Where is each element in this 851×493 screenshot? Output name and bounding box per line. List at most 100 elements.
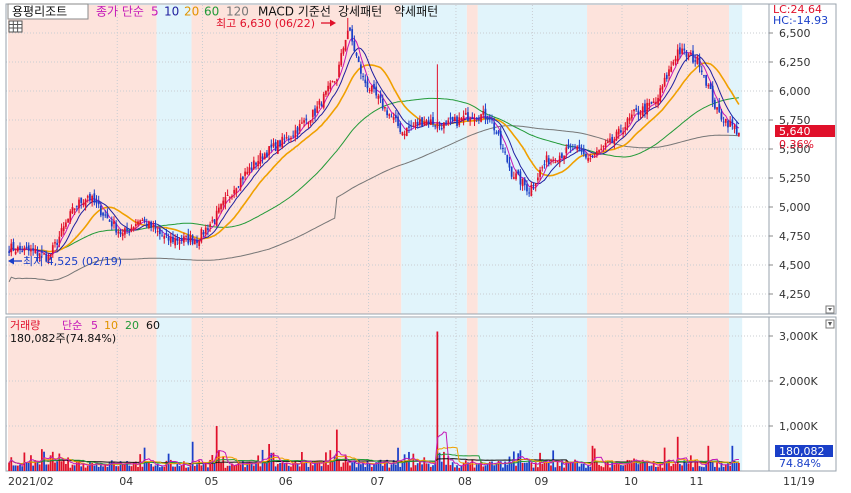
volume-bar <box>80 466 83 471</box>
volume-bar <box>644 462 646 471</box>
volume-bar <box>626 459 629 471</box>
volume-bar <box>596 460 598 471</box>
volume-bar <box>373 463 375 471</box>
candle-body <box>727 120 729 128</box>
stock-name[interactable]: 용평리조트 <box>12 5 67 19</box>
volume-bar <box>257 455 260 471</box>
current-volume: 180,082 <box>779 445 825 458</box>
volume-bar <box>460 465 463 471</box>
price-panel-toggle-icon[interactable] <box>825 305 835 314</box>
candle-body <box>104 214 107 216</box>
candle-body <box>130 227 133 232</box>
volume-panel-toggle-icon[interactable] <box>825 319 835 329</box>
volume-bar <box>97 466 100 471</box>
volume-bar <box>45 464 48 471</box>
volume-bar <box>305 460 308 471</box>
volume-bar <box>499 461 502 471</box>
volume-bar <box>169 459 172 471</box>
volume-bar <box>624 464 627 471</box>
volume-bar <box>687 463 690 471</box>
volume-bar <box>399 466 402 471</box>
candle-body <box>285 136 288 139</box>
candle-body <box>10 243 13 253</box>
volume-tick-label: 1,000K <box>779 420 818 433</box>
x-tick-label: 04 <box>119 475 133 488</box>
candle-body <box>263 153 266 160</box>
ma-label-price: 종가 단순 <box>96 5 144 19</box>
volume-bar <box>473 467 476 471</box>
candle-body <box>139 220 142 225</box>
candle-body <box>209 224 211 228</box>
candle-body <box>711 85 714 103</box>
volume-bar <box>222 456 225 471</box>
candle-body <box>34 249 37 253</box>
candle-body <box>427 120 430 125</box>
candle-body <box>178 241 181 245</box>
candle-body <box>462 115 465 122</box>
volume-legend: 거래량 단순 5 10 20 60 180,082주(74.84%) <box>10 305 835 345</box>
volume-bar <box>403 454 406 471</box>
x-tick-label: 08 <box>458 475 472 488</box>
candle-body <box>414 121 417 127</box>
volume-bar <box>27 462 30 471</box>
volume-bar <box>539 452 541 471</box>
candle-body <box>663 77 666 87</box>
stock-selector[interactable] <box>7 3 89 20</box>
volume-bar <box>145 462 148 471</box>
volume-bar <box>220 462 222 471</box>
candle-body <box>598 150 600 153</box>
candle-body <box>261 156 264 159</box>
candle-body <box>126 228 128 231</box>
volume-bar <box>49 455 52 471</box>
candle-body <box>145 223 148 227</box>
candle-body <box>600 148 603 151</box>
volume-bar <box>705 462 708 471</box>
candle-body <box>307 123 310 125</box>
volume-bar <box>469 463 472 471</box>
candle-body <box>552 159 555 161</box>
candle-body <box>340 53 343 66</box>
current-volume-ratio: 74.84% <box>779 457 821 470</box>
candle-body <box>196 239 198 244</box>
candle-body <box>491 118 493 121</box>
candle-body <box>453 117 456 121</box>
candle-body <box>401 132 404 136</box>
candle-body <box>353 40 356 52</box>
indicator-macd: MACD 기준선 <box>258 5 331 19</box>
volume-bar <box>692 467 694 471</box>
volume-bar <box>685 462 688 471</box>
volume-bar <box>523 462 526 471</box>
volume-bar <box>242 461 244 471</box>
volume-bar <box>571 461 574 471</box>
volume-bar <box>156 463 159 471</box>
candle-body <box>370 85 373 92</box>
volume-bar <box>56 461 59 471</box>
volume-bar <box>43 451 45 471</box>
volume-bar <box>128 465 131 471</box>
volume-current: 180,082주(74.84%) <box>10 332 116 345</box>
candle-body <box>661 86 664 90</box>
volume-bar <box>178 466 181 471</box>
volume-bar <box>75 462 78 471</box>
volume-bar <box>502 467 504 471</box>
candle-body <box>419 119 421 125</box>
x-tick-label: 10 <box>624 475 638 488</box>
candle-body <box>410 125 413 127</box>
candle-body <box>451 116 454 122</box>
candle-body <box>569 146 572 148</box>
volume-bar <box>187 467 190 471</box>
candle-body <box>73 208 76 211</box>
volume-bar <box>276 464 279 471</box>
candle-body <box>351 29 354 42</box>
band-bear-volume <box>729 318 743 471</box>
candle-body <box>99 205 102 216</box>
candle-body <box>510 166 513 177</box>
candle-body <box>8 251 10 253</box>
ma-period-120: 120 <box>226 5 249 19</box>
candle-body <box>296 127 299 134</box>
table-icon[interactable] <box>8 20 23 33</box>
volume-bar <box>191 441 194 471</box>
volume-bar <box>246 462 249 471</box>
volume-bar <box>338 460 340 471</box>
volume-bar <box>152 466 155 471</box>
